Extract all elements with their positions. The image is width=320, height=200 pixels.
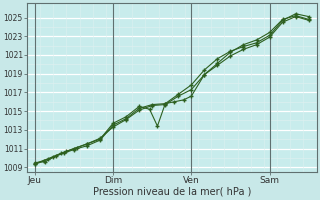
X-axis label: Pression niveau de la mer( hPa ): Pression niveau de la mer( hPa ) <box>92 187 251 197</box>
